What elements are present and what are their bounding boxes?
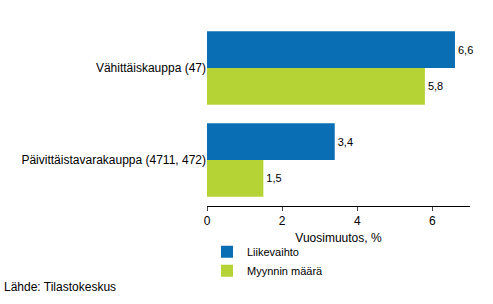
svg-text:6,6: 6,6: [458, 44, 473, 56]
svg-text:Vuosimuutos, %: Vuosimuutos, %: [295, 231, 382, 245]
svg-text:Liikevaihto: Liikevaihto: [247, 246, 299, 258]
svg-text:Päivittäistavarakauppa (4711,: Päivittäistavarakauppa (4711, 472): [21, 153, 206, 167]
svg-text:5,8: 5,8: [428, 80, 443, 92]
svg-text:4: 4: [354, 214, 361, 228]
svg-text:2: 2: [279, 214, 286, 228]
svg-text:6: 6: [429, 214, 436, 228]
svg-text:Myynnin määrä: Myynnin määrä: [247, 265, 323, 277]
svg-text:1,5: 1,5: [266, 172, 281, 184]
svg-text:3,4: 3,4: [338, 136, 353, 148]
svg-text:Vähittäiskauppa (47): Vähittäiskauppa (47): [96, 61, 206, 75]
svg-text:Lähde: Tilastokeskus: Lähde: Tilastokeskus: [4, 280, 116, 294]
svg-text:0: 0: [204, 214, 211, 228]
